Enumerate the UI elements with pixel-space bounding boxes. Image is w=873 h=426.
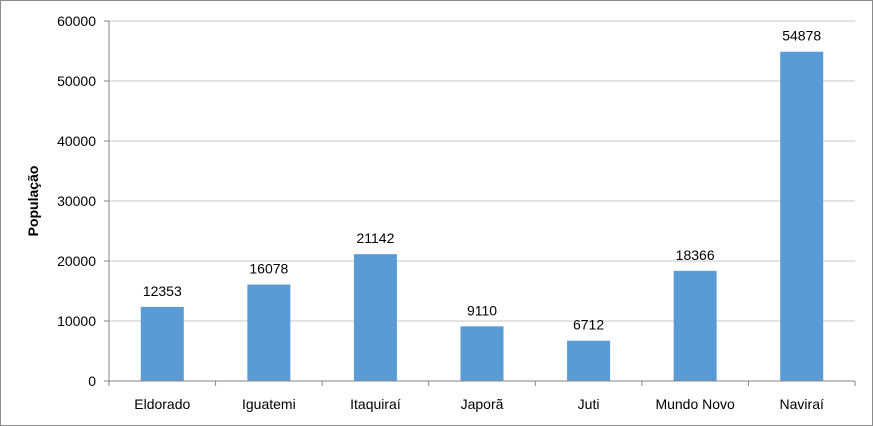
data-label: 18366 <box>676 247 715 263</box>
bar <box>140 306 184 381</box>
x-tick-label: Japorã <box>461 396 504 412</box>
y-tick-label: 30000 <box>57 193 96 209</box>
x-tick-label: Mundo Novo <box>655 396 735 412</box>
x-tick-label: Iguatemi <box>242 396 296 412</box>
y-tick-label: 20000 <box>57 253 96 269</box>
data-label: 16078 <box>249 261 288 277</box>
data-labels: 12353 16078 21142 9110 6712 18366 54878 <box>143 28 822 333</box>
bar <box>247 284 291 381</box>
y-axis-tick-labels: 0 10000 20000 30000 40000 50000 60000 <box>57 13 109 389</box>
bar <box>673 270 717 381</box>
bar <box>780 51 824 382</box>
data-label: 6712 <box>573 317 604 333</box>
x-tick-label: Juti <box>578 396 600 412</box>
x-tick-label: Eldorado <box>134 396 190 412</box>
gridlines <box>109 20 855 322</box>
y-tick-label: 60000 <box>57 13 96 29</box>
x-tick-label: Itaquiraí <box>350 396 401 412</box>
data-label: 21142 <box>356 230 394 246</box>
bar <box>460 326 504 381</box>
data-label: 9110 <box>467 302 497 318</box>
data-label: 12353 <box>143 283 182 299</box>
bars <box>140 51 824 382</box>
bar <box>353 254 397 381</box>
x-axis-tick-labels: Eldorado Iguatemi Itaquiraí Japorã Juti Mundo… <box>108 381 856 412</box>
y-axis-title: População <box>25 166 41 237</box>
x-tick-label: Naviraí <box>780 396 824 412</box>
y-tick-label: 50000 <box>57 73 96 89</box>
y-tick-label: 40000 <box>57 133 96 149</box>
bar <box>567 340 611 381</box>
y-tick-label: 0 <box>88 373 96 389</box>
data-label: 54878 <box>782 28 821 44</box>
y-tick-label: 10000 <box>57 313 96 329</box>
